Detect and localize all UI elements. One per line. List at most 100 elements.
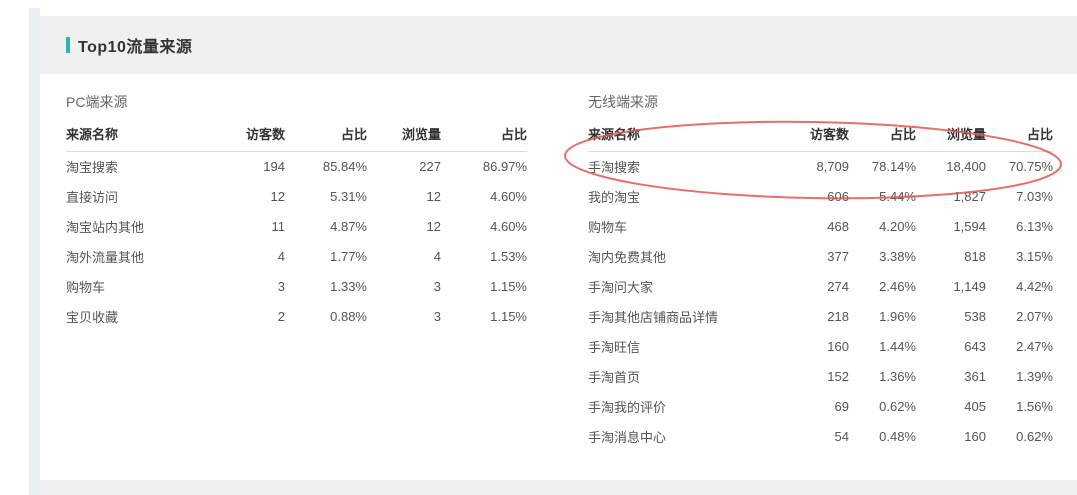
table-row: 直接访问 12 5.31% 12 4.60% bbox=[66, 182, 527, 212]
view-pct-cell: 1.56% bbox=[1016, 399, 1053, 414]
visitors-cell: 377 bbox=[827, 249, 849, 264]
view-pct-cell: 1.15% bbox=[490, 279, 527, 294]
visitor-pct-cell: 1.44% bbox=[879, 339, 916, 354]
views-cell: 405 bbox=[964, 399, 986, 414]
column-header-views: 浏览量 bbox=[916, 124, 986, 152]
visitors-cell: 54 bbox=[834, 429, 849, 444]
views-cell: 1,827 bbox=[953, 189, 986, 204]
traffic-sources-card: PC端来源 来源名称 访客数 占比 浏览量 占比 bbox=[40, 74, 1077, 480]
column-header-visitors: 访客数 bbox=[207, 124, 285, 152]
wireless-table-body: 手淘搜索 8,709 78.14% 18,400 70.75% 我的淘宝 606… bbox=[588, 152, 1053, 452]
source-name-cell: 购物车 bbox=[66, 280, 106, 295]
source-name-cell: 我的淘宝 bbox=[588, 190, 641, 205]
visitors-cell: 468 bbox=[827, 219, 849, 234]
column-header-source-name: 来源名称 bbox=[588, 124, 768, 152]
view-pct-cell: 86.97% bbox=[482, 159, 527, 175]
visitors-cell: 606 bbox=[827, 189, 849, 204]
table-row: 手淘旺信 160 1.44% 643 2.47% bbox=[588, 332, 1053, 362]
view-pct-cell: 0.62% bbox=[1016, 429, 1053, 444]
views-cell: 160 bbox=[964, 429, 986, 444]
views-cell: 3 bbox=[433, 309, 441, 324]
panel-title-bar: Top10流量来源 bbox=[40, 16, 1077, 74]
visitor-pct-cell: 1.96% bbox=[879, 309, 916, 324]
visitor-pct-cell: 0.48% bbox=[879, 429, 916, 444]
source-name-cell: 手淘首页 bbox=[588, 370, 641, 385]
view-pct-cell: 4.60% bbox=[490, 219, 527, 234]
page-title: Top10流量来源 bbox=[78, 39, 193, 56]
source-name-cell: 手淘其他店铺商品详情 bbox=[588, 310, 719, 325]
views-cell: 4 bbox=[433, 249, 441, 264]
table-row: 手淘消息中心 54 0.48% 160 0.62% bbox=[588, 422, 1053, 452]
view-pct-cell: 70.75% bbox=[1008, 159, 1053, 175]
source-name-cell: 直接访问 bbox=[66, 190, 119, 205]
pc-section-title: PC端来源 bbox=[66, 94, 128, 110]
view-pct-cell: 7.03% bbox=[1016, 189, 1053, 204]
visitor-pct-cell: 1.33% bbox=[330, 279, 367, 294]
visitor-pct-cell: 3.38% bbox=[879, 249, 916, 264]
traffic-sources-panel: Top10流量来源 PC端来源 来源名称 访客数 占比 浏览量 占比 bbox=[40, 0, 1077, 495]
source-name-cell: 淘外流量其他 bbox=[66, 250, 145, 265]
visitor-pct-cell: 78.14% bbox=[871, 159, 916, 175]
view-pct-cell: 1.15% bbox=[490, 309, 527, 324]
views-cell: 18,400 bbox=[946, 159, 986, 175]
pc-sources-section: PC端来源 来源名称 访客数 占比 浏览量 占比 bbox=[66, 92, 527, 480]
table-row: 宝贝收藏 2 0.88% 3 1.15% bbox=[66, 302, 527, 332]
pc-table-body: 淘宝搜索 194 85.84% 227 86.97% 直接访问 12 5.31%… bbox=[66, 152, 527, 332]
table-row: 购物车 468 4.20% 1,594 6.13% bbox=[588, 212, 1053, 242]
source-name-cell: 手淘问大家 bbox=[588, 280, 654, 295]
views-cell: 361 bbox=[964, 369, 986, 384]
column-header-views: 浏览量 bbox=[367, 124, 441, 152]
visitors-cell: 160 bbox=[827, 339, 849, 354]
visitors-cell: 8,709 bbox=[816, 159, 849, 175]
table-row: 淘宝站内其他 11 4.87% 12 4.60% bbox=[66, 212, 527, 242]
view-pct-cell: 4.42% bbox=[1016, 279, 1053, 294]
tables-gap bbox=[527, 92, 588, 480]
visitors-cell: 12 bbox=[270, 189, 285, 204]
visitors-cell: 3 bbox=[277, 279, 285, 294]
wireless-table-header-row: 来源名称 访客数 占比 浏览量 占比 bbox=[588, 124, 1053, 152]
visitor-pct-cell: 5.44% bbox=[879, 189, 916, 204]
source-name-cell: 手淘搜索 bbox=[588, 160, 641, 176]
visitor-pct-cell: 4.87% bbox=[330, 219, 367, 234]
source-name-cell: 手淘旺信 bbox=[588, 340, 641, 355]
visitor-pct-cell: 1.36% bbox=[879, 369, 916, 384]
views-cell: 818 bbox=[964, 249, 986, 264]
wireless-sources-table: 来源名称 访客数 占比 浏览量 占比 手淘搜索 8,709 78.14% bbox=[588, 124, 1053, 452]
visitor-pct-cell: 1.77% bbox=[330, 249, 367, 264]
view-pct-cell: 3.15% bbox=[1016, 249, 1053, 264]
table-row: 手淘其他店铺商品详情 218 1.96% 538 2.07% bbox=[588, 302, 1053, 332]
wireless-section-title: 无线端来源 bbox=[588, 94, 658, 110]
pc-sources-table: 来源名称 访客数 占比 浏览量 占比 淘宝搜索 194 85.84% bbox=[66, 124, 527, 332]
column-header-visitor-pct: 占比 bbox=[285, 124, 367, 152]
source-name-cell: 宝贝收藏 bbox=[66, 310, 119, 325]
visitor-pct-cell: 4.20% bbox=[879, 219, 916, 234]
table-row: 手淘问大家 274 2.46% 1,149 4.42% bbox=[588, 272, 1053, 302]
table-row: 淘内免费其他 377 3.38% 818 3.15% bbox=[588, 242, 1053, 272]
views-cell: 1,594 bbox=[953, 219, 986, 234]
source-name-cell: 淘宝搜索 bbox=[66, 160, 119, 176]
source-name-cell: 淘内免费其他 bbox=[588, 250, 667, 265]
column-header-visitors: 访客数 bbox=[768, 124, 849, 152]
visitors-cell: 152 bbox=[827, 369, 849, 384]
visitors-cell: 69 bbox=[834, 399, 849, 414]
visitors-cell: 11 bbox=[271, 219, 286, 234]
views-cell: 12 bbox=[426, 189, 441, 204]
visitors-cell: 4 bbox=[277, 249, 285, 264]
view-pct-cell: 4.60% bbox=[490, 189, 527, 204]
table-row: 手淘搜索 8,709 78.14% 18,400 70.75% bbox=[588, 152, 1053, 182]
visitors-cell: 2 bbox=[277, 309, 285, 324]
visitor-pct-cell: 0.88% bbox=[330, 309, 367, 324]
views-cell: 538 bbox=[964, 309, 986, 324]
column-header-source-name: 来源名称 bbox=[66, 124, 207, 152]
top-white-strip bbox=[40, 0, 1077, 16]
visitor-pct-cell: 85.84% bbox=[322, 159, 367, 175]
column-header-view-pct: 占比 bbox=[441, 124, 527, 152]
table-row: 手淘首页 152 1.36% 361 1.39% bbox=[588, 362, 1053, 392]
view-pct-cell: 2.47% bbox=[1016, 339, 1053, 354]
views-cell: 643 bbox=[964, 339, 986, 354]
accent-bar bbox=[66, 37, 70, 53]
visitors-cell: 274 bbox=[827, 279, 849, 294]
wireless-sources-section: 无线端来源 来源名称 访客数 占比 浏览量 占比 bbox=[588, 92, 1053, 480]
visitor-pct-cell: 2.46% bbox=[879, 279, 916, 294]
table-row: 手淘我的评价 69 0.62% 405 1.56% bbox=[588, 392, 1053, 422]
